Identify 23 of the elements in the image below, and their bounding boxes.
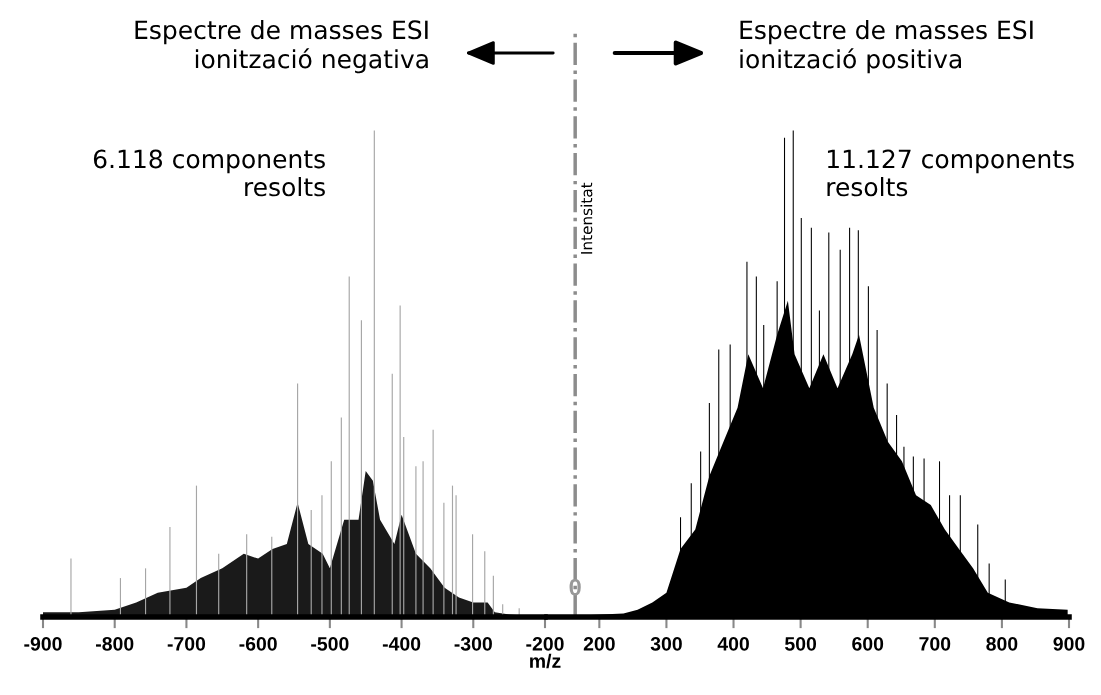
x-tick-label: 300 (650, 636, 682, 651)
x-tick-label: -400 (382, 636, 421, 651)
chart-title: Espectre de masses ESI ionització negativa (135, 19, 428, 74)
x-tick-label: -800 (96, 636, 134, 651)
chart-title: Espectre de masses ESI ionització positiva (740, 19, 1033, 74)
x-tick-label: -200 (526, 636, 564, 651)
annotation: 11.127 components resolts (827, 149, 1074, 197)
x-tick-label: 800 (986, 636, 1018, 651)
x-axis-title: m/z (530, 653, 561, 669)
x-tick-label: -500 (311, 636, 349, 651)
x-tick-label: 400 (717, 636, 749, 651)
x-tick-label: 600 (852, 636, 884, 651)
annotation: 6.118 components resolts (93, 149, 325, 197)
x-tick-label: 900 (1053, 636, 1085, 651)
x-tick-label: -700 (167, 636, 206, 651)
x-tick-label: 500 (785, 636, 817, 651)
x-tick-label: -900 (24, 636, 62, 651)
x-tick-label: 200 (583, 636, 615, 651)
annotation: 0 (569, 578, 581, 596)
x-tick-label: -300 (454, 636, 492, 651)
x-tick-label: -600 (239, 636, 277, 651)
y-axis-title: Intensitat (580, 182, 593, 254)
x-tick-label: 700 (919, 636, 951, 651)
